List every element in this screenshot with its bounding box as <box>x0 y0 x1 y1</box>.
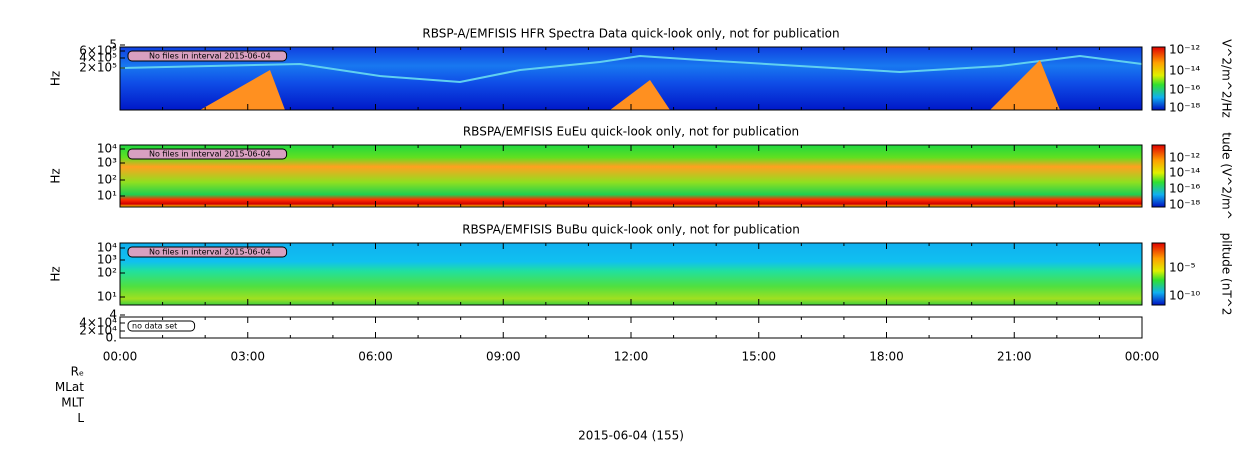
notice-box <box>127 50 288 62</box>
spectrogram-art <box>119 47 1143 338</box>
x-tick-label: 00:00 <box>103 350 138 364</box>
x-label: 2015-06-04 (155) <box>578 429 684 443</box>
y-tick-label: 10⁴ <box>97 142 117 156</box>
y-tick-label: 10³ <box>97 253 117 267</box>
colorbar-label: plitude (nT^2 <box>1220 233 1234 316</box>
colorbar-tick-label: 10⁻¹² <box>1169 151 1200 165</box>
y-tick-label: 4 <box>109 308 117 322</box>
y-tick-label: 10² <box>97 266 117 280</box>
colorbar-tick-label: 10⁻⁵ <box>1169 261 1196 275</box>
colorbar-tick-label: 10⁻¹⁸ <box>1169 101 1200 115</box>
y-label: Hz <box>49 168 63 183</box>
colorbar <box>1151 242 1166 306</box>
colorbar <box>1151 144 1166 208</box>
panel-title: RBSPA/EMFISIS BuBu quick-look only, not … <box>462 223 800 237</box>
y-tick-label: 10¹ <box>97 290 117 304</box>
colorbar-label: V^2/m^2/Hz <box>1220 39 1234 118</box>
x-tick-label: 06:00 <box>358 350 393 364</box>
notice-text: No files in interval 2015-06-04 <box>149 52 271 61</box>
x-tick-label: 00:00 <box>1125 350 1160 364</box>
x-tick-label: 21:00 <box>997 350 1032 364</box>
y-tick-label: 10¹ <box>97 189 117 203</box>
colorbar-tick-label: 10⁻¹² <box>1169 43 1200 57</box>
colorbar-tick-label: 10⁻¹⁴ <box>1169 166 1200 180</box>
y-tick-label: 5 <box>109 38 117 52</box>
y-label: Hz <box>49 71 63 86</box>
row-label: L <box>77 411 84 425</box>
row-label: MLT <box>61 396 84 410</box>
colorbar-tick-label: 10⁻¹⁶ <box>1169 83 1200 97</box>
x-tick-label: 09:00 <box>486 350 521 364</box>
colorbar-tick-label: 10⁻¹⁸ <box>1169 198 1200 212</box>
notice-box <box>127 246 288 258</box>
panel-title: RBSPA/EMFISIS EuEu quick-look only, not … <box>463 125 799 139</box>
y-tick-label: 0. <box>106 331 117 345</box>
row-label: MLat <box>55 380 84 394</box>
notice-box <box>127 320 196 332</box>
colorbar-tick-label: 10⁻¹⁴ <box>1169 64 1200 78</box>
x-tick-label: 03:00 <box>230 350 265 364</box>
colorbar-label: tude (V^2/m^ <box>1220 132 1234 220</box>
y-tick-label: 2×10⁴ <box>79 324 117 338</box>
y-tick-label: 6×10⁵ <box>79 44 117 58</box>
y-label: Hz <box>49 266 63 281</box>
y-tick-label: 2×10⁵ <box>79 61 117 75</box>
y-tick-label: 10³ <box>97 156 117 170</box>
y-tick-label: 10⁴ <box>97 241 117 255</box>
row-label: Rₑ <box>71 365 84 379</box>
panel-title: RBSP-A/EMFISIS HFR Spectra Data quick-lo… <box>422 27 839 41</box>
x-tick-label: 12:00 <box>614 350 649 364</box>
x-tick-label: 15:00 <box>741 350 776 364</box>
notice-text: no data set <box>132 322 177 331</box>
colorbar-tick-label: 10⁻¹⁶ <box>1169 182 1200 196</box>
colorbar-tick-label: 10⁻¹⁰ <box>1169 289 1200 303</box>
y-tick-label: 4×10⁵ <box>79 51 117 65</box>
colorbar <box>1151 46 1166 111</box>
notice-text: No files in interval 2015-06-04 <box>149 150 271 159</box>
y-tick-label: 10² <box>97 173 117 187</box>
x-tick-label: 18:00 <box>869 350 904 364</box>
notice-box <box>127 148 288 160</box>
notice-text: No files in interval 2015-06-04 <box>149 248 271 257</box>
y-tick-label: 4×10⁴ <box>79 316 117 330</box>
